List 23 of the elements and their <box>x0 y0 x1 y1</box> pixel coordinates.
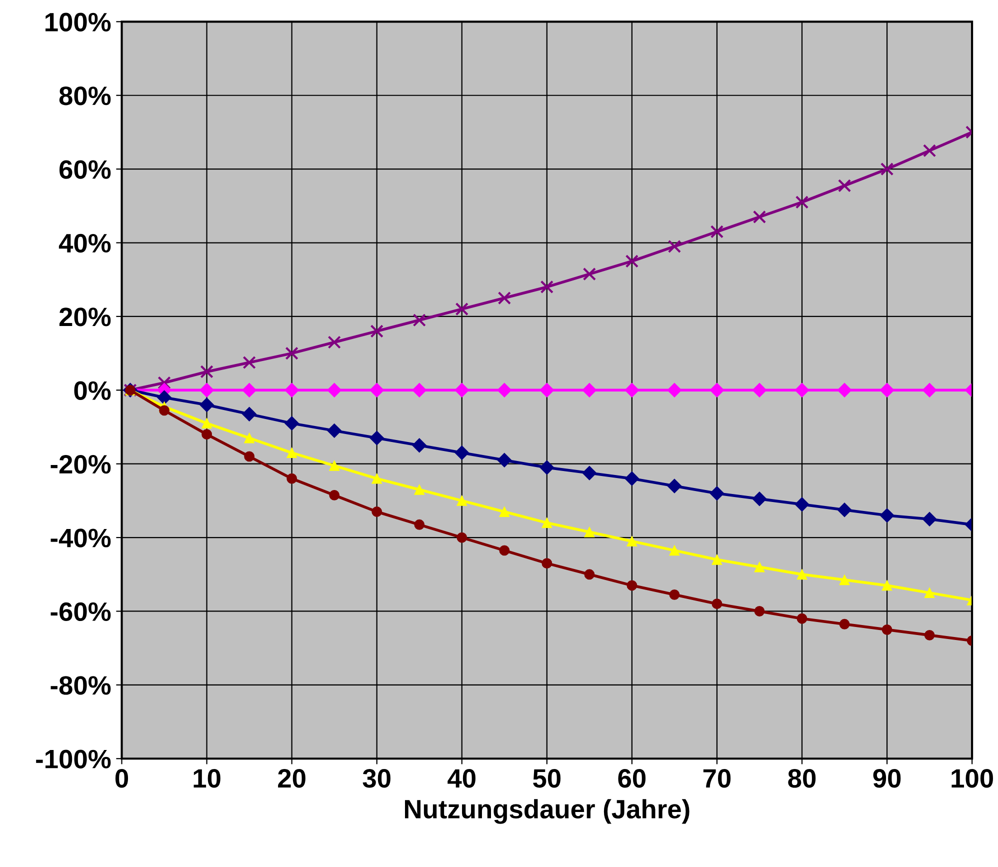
x-axis-title: Nutzungsdauer (Jahre) <box>404 799 690 824</box>
x-tick-label: 90 <box>873 769 901 788</box>
y-tick-label: 20% <box>59 308 111 326</box>
x-tick-label: 20 <box>278 769 306 788</box>
x-tick-label: 30 <box>362 769 390 788</box>
x-tick-label: 100 <box>952 769 993 788</box>
y-tick-label: -100% <box>36 750 111 768</box>
y-tick-label: 100% <box>46 12 111 32</box>
x-tick-label: 0 <box>115 769 128 788</box>
y-tick-label: 80% <box>59 86 111 106</box>
y-tick-label: -80% <box>50 676 111 695</box>
y-tick-label: 60% <box>59 160 111 179</box>
y-tick-label: -60% <box>50 602 111 622</box>
x-tick-label: 60 <box>618 769 646 788</box>
y-tick-label: -20% <box>50 454 111 474</box>
y-tick-label: 0% <box>74 381 111 400</box>
x-tick-label: 70 <box>703 769 731 788</box>
y-tick-label: -40% <box>50 528 111 548</box>
x-tick-label: 50 <box>533 769 560 788</box>
x-tick-label: 40 <box>448 769 476 788</box>
x-tick-label: 10 <box>194 769 220 788</box>
y-tick-label: 40% <box>58 234 111 253</box>
x-tick-label: 80 <box>788 769 816 788</box>
